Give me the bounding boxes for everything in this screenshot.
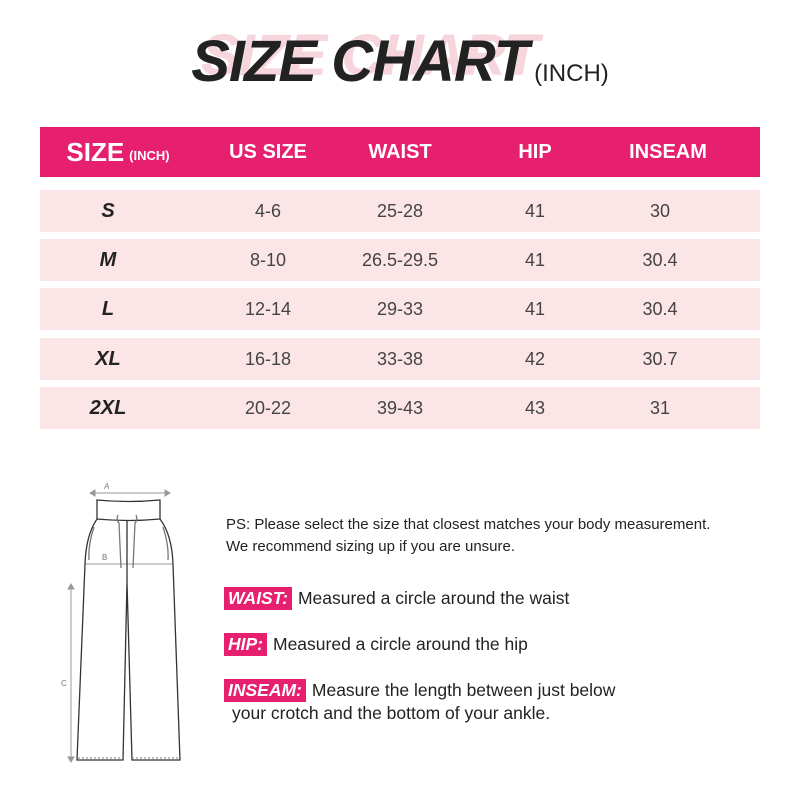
cell-waist: 39-43 xyxy=(376,397,424,418)
cell-size: M xyxy=(99,248,117,271)
cell-inseam: 31 xyxy=(649,397,671,418)
table-row: XL 16-18 33-38 42 30.7 xyxy=(40,338,760,380)
cell-hip: 41 xyxy=(524,200,546,221)
label-a: A xyxy=(103,482,109,491)
hip-tag: HIP: xyxy=(224,633,267,656)
cell-hip: 43 xyxy=(524,397,546,418)
definition-inseam: INSEAM: Measure the length between just b… xyxy=(224,679,615,725)
title-text: SIZE CHART xyxy=(191,29,529,94)
cell-size: XL xyxy=(95,347,121,370)
cell-size: S xyxy=(101,199,115,222)
waist-tag: WAIST: xyxy=(224,587,292,610)
page-title: SIZE CHART (INCH) xyxy=(0,28,800,95)
header-waist: WAIST xyxy=(368,140,432,163)
hip-text: Measured a circle around the hip xyxy=(273,634,528,654)
header-hip: HIP xyxy=(518,140,552,163)
waist-text: Measured a circle around the waist xyxy=(297,588,570,608)
table-header: SIZE (INCH) US SIZE WAIST HIP INSEAM xyxy=(40,127,760,177)
pants-outline xyxy=(76,499,181,761)
label-c: C xyxy=(61,679,67,688)
cell-size: L xyxy=(101,297,115,320)
cell-waist: 25-28 xyxy=(376,200,424,221)
inseam-text: Measure the length between just below xyxy=(311,680,616,700)
cell-waist: 29-33 xyxy=(376,298,424,319)
cell-waist: 26.5-29.5 xyxy=(361,249,439,270)
definition-hip: HIP: Measured a circle around the hip xyxy=(224,633,528,656)
cell-us-size: 12-14 xyxy=(244,298,292,319)
header-size: SIZE (INCH) xyxy=(66,136,170,167)
cell-inseam: 30.4 xyxy=(642,249,678,270)
header-inseam: INSEAM xyxy=(629,140,707,163)
cell-hip: 41 xyxy=(524,249,546,270)
notes: PS: Please select the size that closest … xyxy=(226,514,710,558)
cell-hip: 41 xyxy=(524,298,546,319)
table-row: M 8-10 26.5-29.5 41 30.4 xyxy=(40,239,760,281)
cell-us-size: 16-18 xyxy=(244,348,292,369)
definition-waist: WAIST: Measured a circle around the waist xyxy=(224,587,569,610)
note-line-1: PS: Please select the size that closest … xyxy=(226,516,711,533)
note-line-2: We recommend sizing up if you are unsure… xyxy=(226,538,516,555)
inseam-tag: INSEAM: xyxy=(224,679,306,702)
label-b: B xyxy=(102,553,107,562)
cell-inseam: 30.4 xyxy=(642,298,678,319)
cell-inseam: 30.7 xyxy=(642,348,678,369)
header-us-size: US SIZE xyxy=(229,140,307,163)
table-row: S 4-6 25-28 41 30 xyxy=(40,190,760,232)
inseam-text-2: your crotch and the bottom of your ankle… xyxy=(232,703,551,723)
table-row: L 12-14 29-33 41 30.4 xyxy=(40,288,760,330)
table-row: 2XL 20-22 39-43 43 31 xyxy=(40,387,760,429)
cell-us-size: 8-10 xyxy=(249,249,287,270)
cell-waist: 33-38 xyxy=(376,348,424,369)
cell-us-size: 4-6 xyxy=(254,200,282,221)
cell-inseam: 30 xyxy=(649,200,671,221)
cell-hip: 42 xyxy=(524,348,546,369)
cell-us-size: 20-22 xyxy=(244,397,292,418)
cell-size: 2XL xyxy=(89,396,127,419)
title-unit: (INCH) xyxy=(534,60,609,87)
